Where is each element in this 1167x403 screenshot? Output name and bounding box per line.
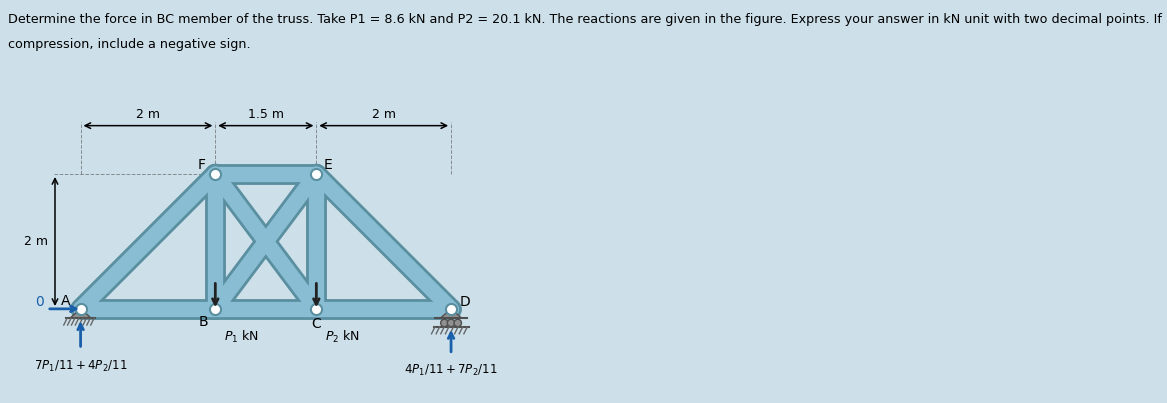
Text: 2 m: 2 m xyxy=(372,108,396,121)
Text: A: A xyxy=(61,294,70,308)
Circle shape xyxy=(441,319,448,327)
Text: compression, include a negative sign.: compression, include a negative sign. xyxy=(8,38,251,51)
Text: $P_1$ kN: $P_1$ kN xyxy=(224,329,259,345)
Text: 0: 0 xyxy=(35,295,44,309)
Text: $7P_1/11+4P_2/11$: $7P_1/11+4P_2/11$ xyxy=(34,359,127,374)
Polygon shape xyxy=(70,309,91,318)
Text: F: F xyxy=(198,158,205,172)
Text: B: B xyxy=(198,315,208,329)
Text: $P_2$ kN: $P_2$ kN xyxy=(326,329,359,345)
Polygon shape xyxy=(440,309,462,318)
Text: 1.5 m: 1.5 m xyxy=(247,108,284,121)
Text: 2 m: 2 m xyxy=(25,235,48,248)
Text: D: D xyxy=(459,295,470,309)
Text: $4P_1/11+7P_2/11$: $4P_1/11+7P_2/11$ xyxy=(404,363,498,378)
Text: C: C xyxy=(312,317,321,331)
Circle shape xyxy=(454,319,461,327)
Text: 2 m: 2 m xyxy=(135,108,160,121)
Circle shape xyxy=(447,319,455,327)
Text: E: E xyxy=(324,158,333,172)
Text: Determine the force in BC member of the truss. Take P1 = 8.6 kN and P2 = 20.1 kN: Determine the force in BC member of the … xyxy=(8,13,1167,26)
